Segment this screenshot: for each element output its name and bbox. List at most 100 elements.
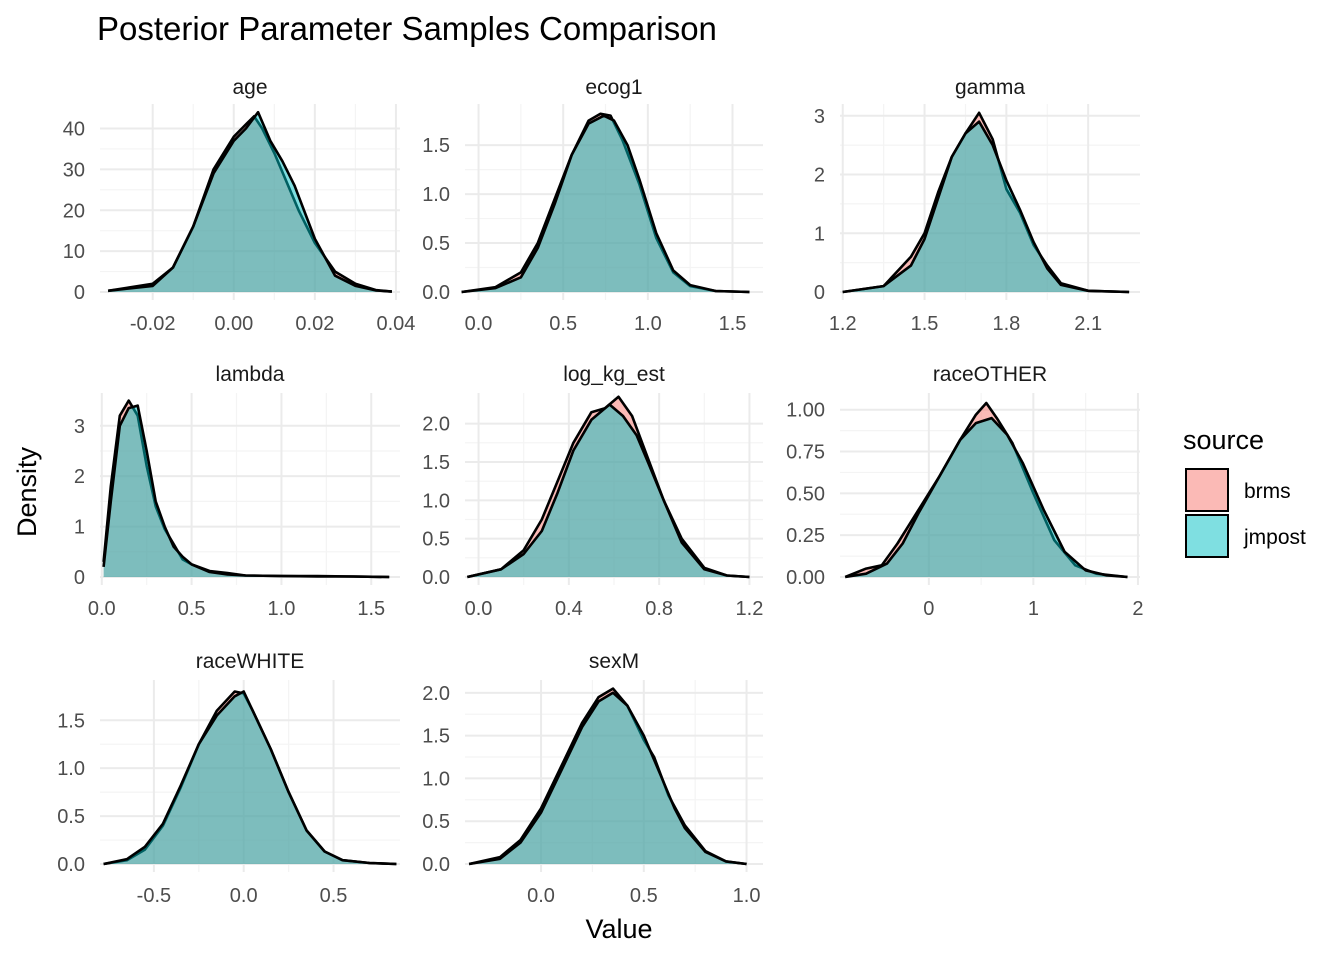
y-tick-label: 0.5	[422, 529, 450, 551]
legend-label-brms: brms	[1244, 480, 1291, 503]
density-area-jmpost	[842, 121, 1130, 292]
density-area-jmpost	[467, 404, 750, 577]
density-line-brms	[467, 395, 750, 579]
y-tick-label: 0	[74, 282, 85, 304]
y-tick-label: 3	[814, 106, 825, 128]
x-tick-label: 0.5	[630, 885, 658, 907]
x-tick-label: 0.0	[465, 313, 493, 335]
density-line-jmpost	[844, 416, 1128, 579]
x-tick-label: 1.5	[719, 313, 747, 335]
panel-age: -0.02 0.00 0.02 0.04 0 10 20 30 40 age	[63, 76, 416, 335]
x-tick-label: -0.5	[137, 885, 171, 907]
x-tick-label: 1.0	[268, 598, 296, 620]
y-tick-label: 1.5	[422, 452, 450, 474]
facet-label-lambda: lambda	[216, 363, 285, 386]
x-axis-title: Value	[585, 914, 652, 944]
y-tick-label: 2	[814, 165, 825, 187]
x-tick-label: 1.2	[736, 598, 764, 620]
y-tick-label: 0.0	[422, 854, 450, 876]
y-tick-label: 0	[74, 567, 85, 589]
chart-title: Posterior Parameter Samples Comparison	[97, 10, 717, 47]
y-tick-label: 1.5	[422, 726, 450, 748]
x-tick-label: 1.5	[911, 313, 939, 335]
x-tick-label: 0	[923, 598, 934, 620]
panel-gamma: 1.2 1.5 1.8 2.1 0 1 2 3 gamma	[814, 76, 1140, 335]
x-tick-label: 0.02	[295, 313, 334, 335]
x-tick-label: 1.5	[357, 598, 385, 620]
y-tick-label: 1	[74, 517, 85, 539]
y-tick-label: 0.25	[786, 525, 825, 547]
x-tick-label: 0.5	[549, 313, 577, 335]
x-tick-label: -0.02	[130, 313, 176, 335]
y-tick-label: 2.0	[422, 683, 450, 705]
y-tick-label: 0.5	[57, 806, 85, 828]
y-tick-label: 1.00	[786, 400, 825, 422]
x-tick-label: 0.04	[376, 313, 415, 335]
y-tick-label: 0.5	[422, 811, 450, 833]
y-tick-label: 1	[814, 223, 825, 245]
density-area-jmpost	[108, 112, 392, 292]
y-tick-label: 0.50	[786, 483, 825, 505]
facet-label-ecog1: ecog1	[585, 76, 642, 99]
panel-lambda: 0.0 0.5 1.0 1.5 0 1 2 3 lambda	[74, 363, 400, 620]
facet-label-raceOTHER: raceOTHER	[933, 363, 1047, 386]
x-tick-label: 1.2	[829, 313, 857, 335]
panel-raceOTHER: 0 1 2 0.00 0.25 0.50 0.75 1.00 raceOTHER	[786, 363, 1143, 620]
y-tick-label: 10	[63, 241, 85, 263]
y-tick-label: 1.0	[422, 768, 450, 790]
x-tick-label: 1.0	[634, 313, 662, 335]
density-area-jmpost	[469, 692, 747, 864]
legend-key-jmpost	[1185, 514, 1229, 558]
x-tick-label: 0.5	[178, 598, 206, 620]
x-tick-label: 1.8	[992, 313, 1020, 335]
facet-label-sexM: sexM	[589, 650, 639, 673]
density-area-jmpost	[461, 115, 750, 292]
density-line-jmpost	[461, 114, 750, 294]
facet-label-raceWHITE: raceWHITE	[196, 650, 305, 673]
y-tick-label: 0.75	[786, 442, 825, 464]
y-tick-label: 2	[74, 466, 85, 488]
y-tick-label: 1.0	[422, 184, 450, 206]
x-tick-label: 0.8	[645, 598, 673, 620]
y-tick-label: 1.5	[57, 710, 85, 732]
density-line-jmpost	[103, 690, 397, 866]
density-area-jmpost	[103, 691, 397, 864]
density-line-jmpost	[468, 691, 747, 866]
y-tick-label: 40	[63, 119, 85, 141]
y-tick-label: 2.0	[422, 414, 450, 436]
x-tick-label: 1.0	[733, 885, 761, 907]
x-tick-label: 0.0	[230, 885, 258, 907]
panel-sexM: 0.0 0.5 1.0 0.0 0.5 1.0 1.5 2.0 sexM	[422, 650, 763, 907]
y-tick-label: 1.0	[422, 490, 450, 512]
legend: source brms jmpost	[1183, 425, 1306, 558]
x-tick-label: 0.00	[214, 313, 253, 335]
legend-title: source	[1183, 425, 1264, 455]
density-line-jmpost	[842, 120, 1130, 294]
x-tick-label: 1	[1028, 598, 1039, 620]
y-tick-label: 1.5	[422, 135, 450, 157]
y-tick-label: 30	[63, 159, 85, 181]
y-tick-label: 3	[74, 416, 85, 438]
y-axis-title: Density	[12, 446, 42, 537]
y-tick-label: 0.0	[57, 854, 85, 876]
facet-label-age: age	[232, 76, 267, 99]
facet-label-gamma: gamma	[955, 76, 1025, 99]
x-tick-label: 0.0	[88, 598, 116, 620]
y-tick-label: 0.00	[786, 567, 825, 589]
panel-raceWHITE: -0.5 0.0 0.5 0.0 0.5 1.0 1.5 raceWHITE	[57, 650, 400, 907]
panel-log_kg_est: 0.0 0.4 0.8 1.2 0.0 0.5 1.0 1.5 2.0 log_kg_est	[422, 363, 763, 620]
panel-ecog1: 0.0 0.5 1.0 1.5 0.0 0.5 1.0 1.5 ecog1	[422, 76, 763, 335]
density-line-brms	[842, 111, 1130, 294]
x-tick-label: 0.0	[527, 885, 555, 907]
y-tick-label: 1.0	[57, 758, 85, 780]
density-line-jmpost	[467, 403, 750, 579]
y-tick-label: 0.0	[422, 282, 450, 304]
density-area-jmpost	[103, 405, 390, 577]
legend-key-brms	[1185, 468, 1229, 512]
legend-label-jmpost: jmpost	[1243, 526, 1306, 549]
y-tick-label: 0.5	[422, 233, 450, 255]
x-tick-label: 2	[1132, 598, 1143, 620]
x-tick-label: 0.0	[465, 598, 493, 620]
x-tick-label: 0.4	[555, 598, 583, 620]
